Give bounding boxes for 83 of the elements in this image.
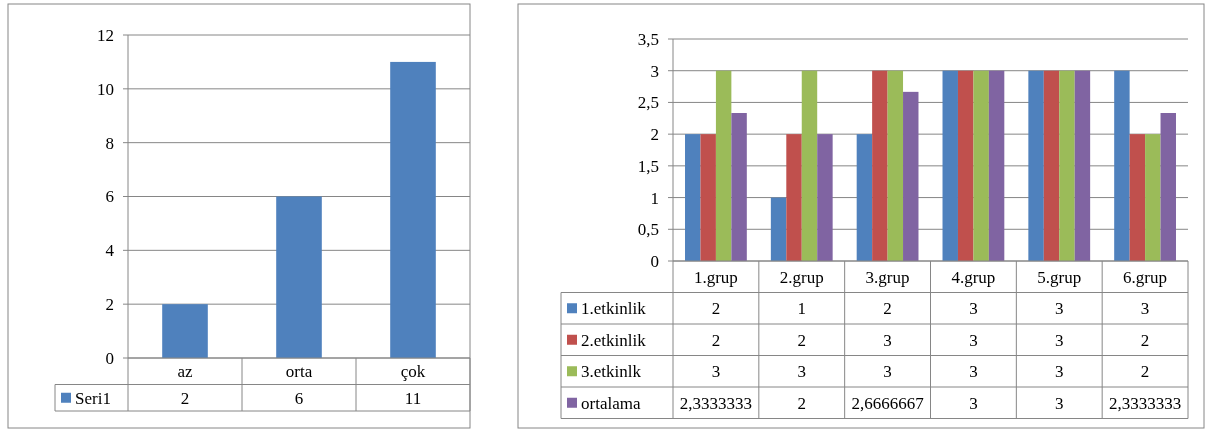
bar: [1129, 134, 1146, 261]
x-tick-label: az: [177, 362, 193, 382]
y-tick-label: 2: [105, 295, 114, 315]
x-tick-label: orta: [285, 362, 313, 382]
legend-label: 2.etkinlik: [581, 330, 647, 350]
bar: [1043, 70, 1060, 261]
data-label: 3: [969, 330, 978, 350]
data-label: 2: [797, 330, 806, 350]
bar: [1145, 134, 1161, 261]
bar: [817, 134, 833, 261]
x-tick-label: 5.grup: [1037, 267, 1082, 287]
data-label: 2,3333333: [1108, 393, 1182, 413]
legend-label: 1.etkinlik: [581, 299, 647, 319]
x-tick-label: 6.grup: [1123, 267, 1168, 287]
y-tick-label: 0: [105, 348, 114, 368]
bar: [903, 91, 919, 261]
y-tick-label: 3: [650, 61, 659, 81]
y-tick-label: 6: [105, 187, 114, 207]
bar: [856, 134, 873, 261]
data-label: 2,6666667: [851, 393, 925, 413]
data-label: 3: [883, 330, 892, 350]
x-tick-label: 3.grup: [865, 267, 910, 287]
data-label: 6: [294, 388, 304, 408]
bar: [957, 70, 974, 261]
data-label: 1: [797, 299, 806, 319]
bar: [801, 70, 818, 261]
data-label: 2: [883, 299, 892, 319]
y-tick-label: 0,5: [637, 220, 659, 240]
data-label: 2,3333333: [679, 393, 753, 413]
bar: [1028, 70, 1044, 261]
legend-label: 3.etkinlk: [581, 362, 642, 382]
x-tick-label: 1.grup: [693, 267, 738, 287]
x-tick-label: 2.grup: [779, 267, 824, 287]
y-tick-label: 3,5: [637, 29, 659, 49]
data-label: 3: [1055, 362, 1064, 382]
bar: [162, 304, 208, 358]
data-label: 3: [1055, 330, 1064, 350]
bar: [1160, 113, 1176, 261]
y-tick-label: 1,5: [637, 156, 659, 176]
y-tick-label: 12: [97, 25, 114, 45]
bar: [1059, 70, 1075, 261]
bar: [685, 134, 701, 261]
bar: [700, 134, 716, 261]
data-label: 2: [180, 388, 190, 408]
x-tick-label: çok: [400, 362, 426, 382]
data-label: 3: [1055, 393, 1064, 413]
data-label: 3: [969, 299, 978, 319]
bar: [1114, 70, 1130, 261]
bar: [1074, 70, 1091, 261]
y-tick-label: 2: [650, 125, 659, 145]
bar: [770, 197, 787, 261]
legend-label: ortalama: [581, 393, 641, 413]
data-label: 2: [1140, 362, 1150, 382]
legend-label: Seri1: [75, 388, 111, 408]
bar: [887, 70, 904, 261]
bar: [973, 70, 989, 261]
bar: [390, 61, 436, 358]
data-label: 2: [1140, 330, 1150, 350]
bar: [988, 70, 1005, 261]
data-label: 3: [1055, 299, 1064, 319]
data-label: 2: [797, 393, 806, 413]
y-tick-label: 8: [105, 133, 114, 153]
data-label: 3: [711, 362, 721, 382]
data-label: 3: [797, 362, 806, 382]
y-tick-label: 0: [650, 251, 659, 271]
data-label: 3: [1140, 299, 1150, 319]
data-label: 11: [404, 388, 422, 408]
bar: [715, 70, 732, 261]
bar: [942, 70, 958, 261]
data-label: 3: [969, 362, 978, 382]
y-tick-label: 2,5: [637, 93, 659, 113]
bar: [786, 134, 802, 261]
y-tick-label: 10: [97, 79, 114, 99]
bar: [872, 70, 888, 261]
bar: [276, 196, 322, 358]
y-tick-label: 4: [105, 241, 115, 261]
data-label: 3: [969, 393, 978, 413]
data-label: 3: [883, 362, 892, 382]
data-label: 2: [711, 299, 721, 319]
y-tick-label: 1: [650, 188, 659, 208]
x-tick-label: 4.grup: [951, 267, 996, 287]
bar: [731, 113, 747, 261]
data-label: 2: [711, 330, 721, 350]
